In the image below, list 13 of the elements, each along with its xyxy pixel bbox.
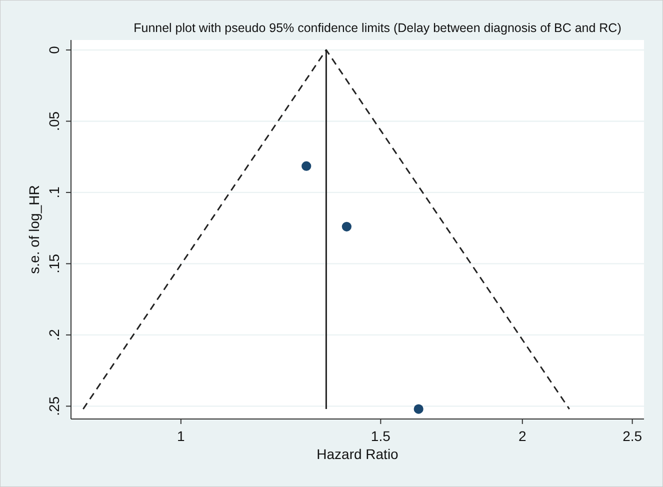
x-axis-title: Hazard Ratio — [316, 446, 399, 462]
y-axis-title: s.e. of log_HR — [26, 185, 42, 274]
x-tick-label: 1.5 — [370, 428, 391, 444]
y-tick-label: .05 — [46, 111, 62, 131]
chart-title: Funnel plot with pseudo 95% confidence limits (Delay between diagnosis of BC and RC) — [134, 21, 622, 35]
y-tick-label: .2 — [46, 328, 62, 341]
y-tick-label: .1 — [46, 186, 62, 198]
x-tick-label: 2 — [518, 428, 526, 444]
y-tick-label: .25 — [46, 396, 62, 416]
x-tick-label: 2.5 — [622, 428, 642, 444]
x-tick-label: 1 — [177, 428, 186, 444]
y-tick-label: .15 — [46, 254, 62, 274]
y-tick-label: 0 — [46, 46, 62, 54]
